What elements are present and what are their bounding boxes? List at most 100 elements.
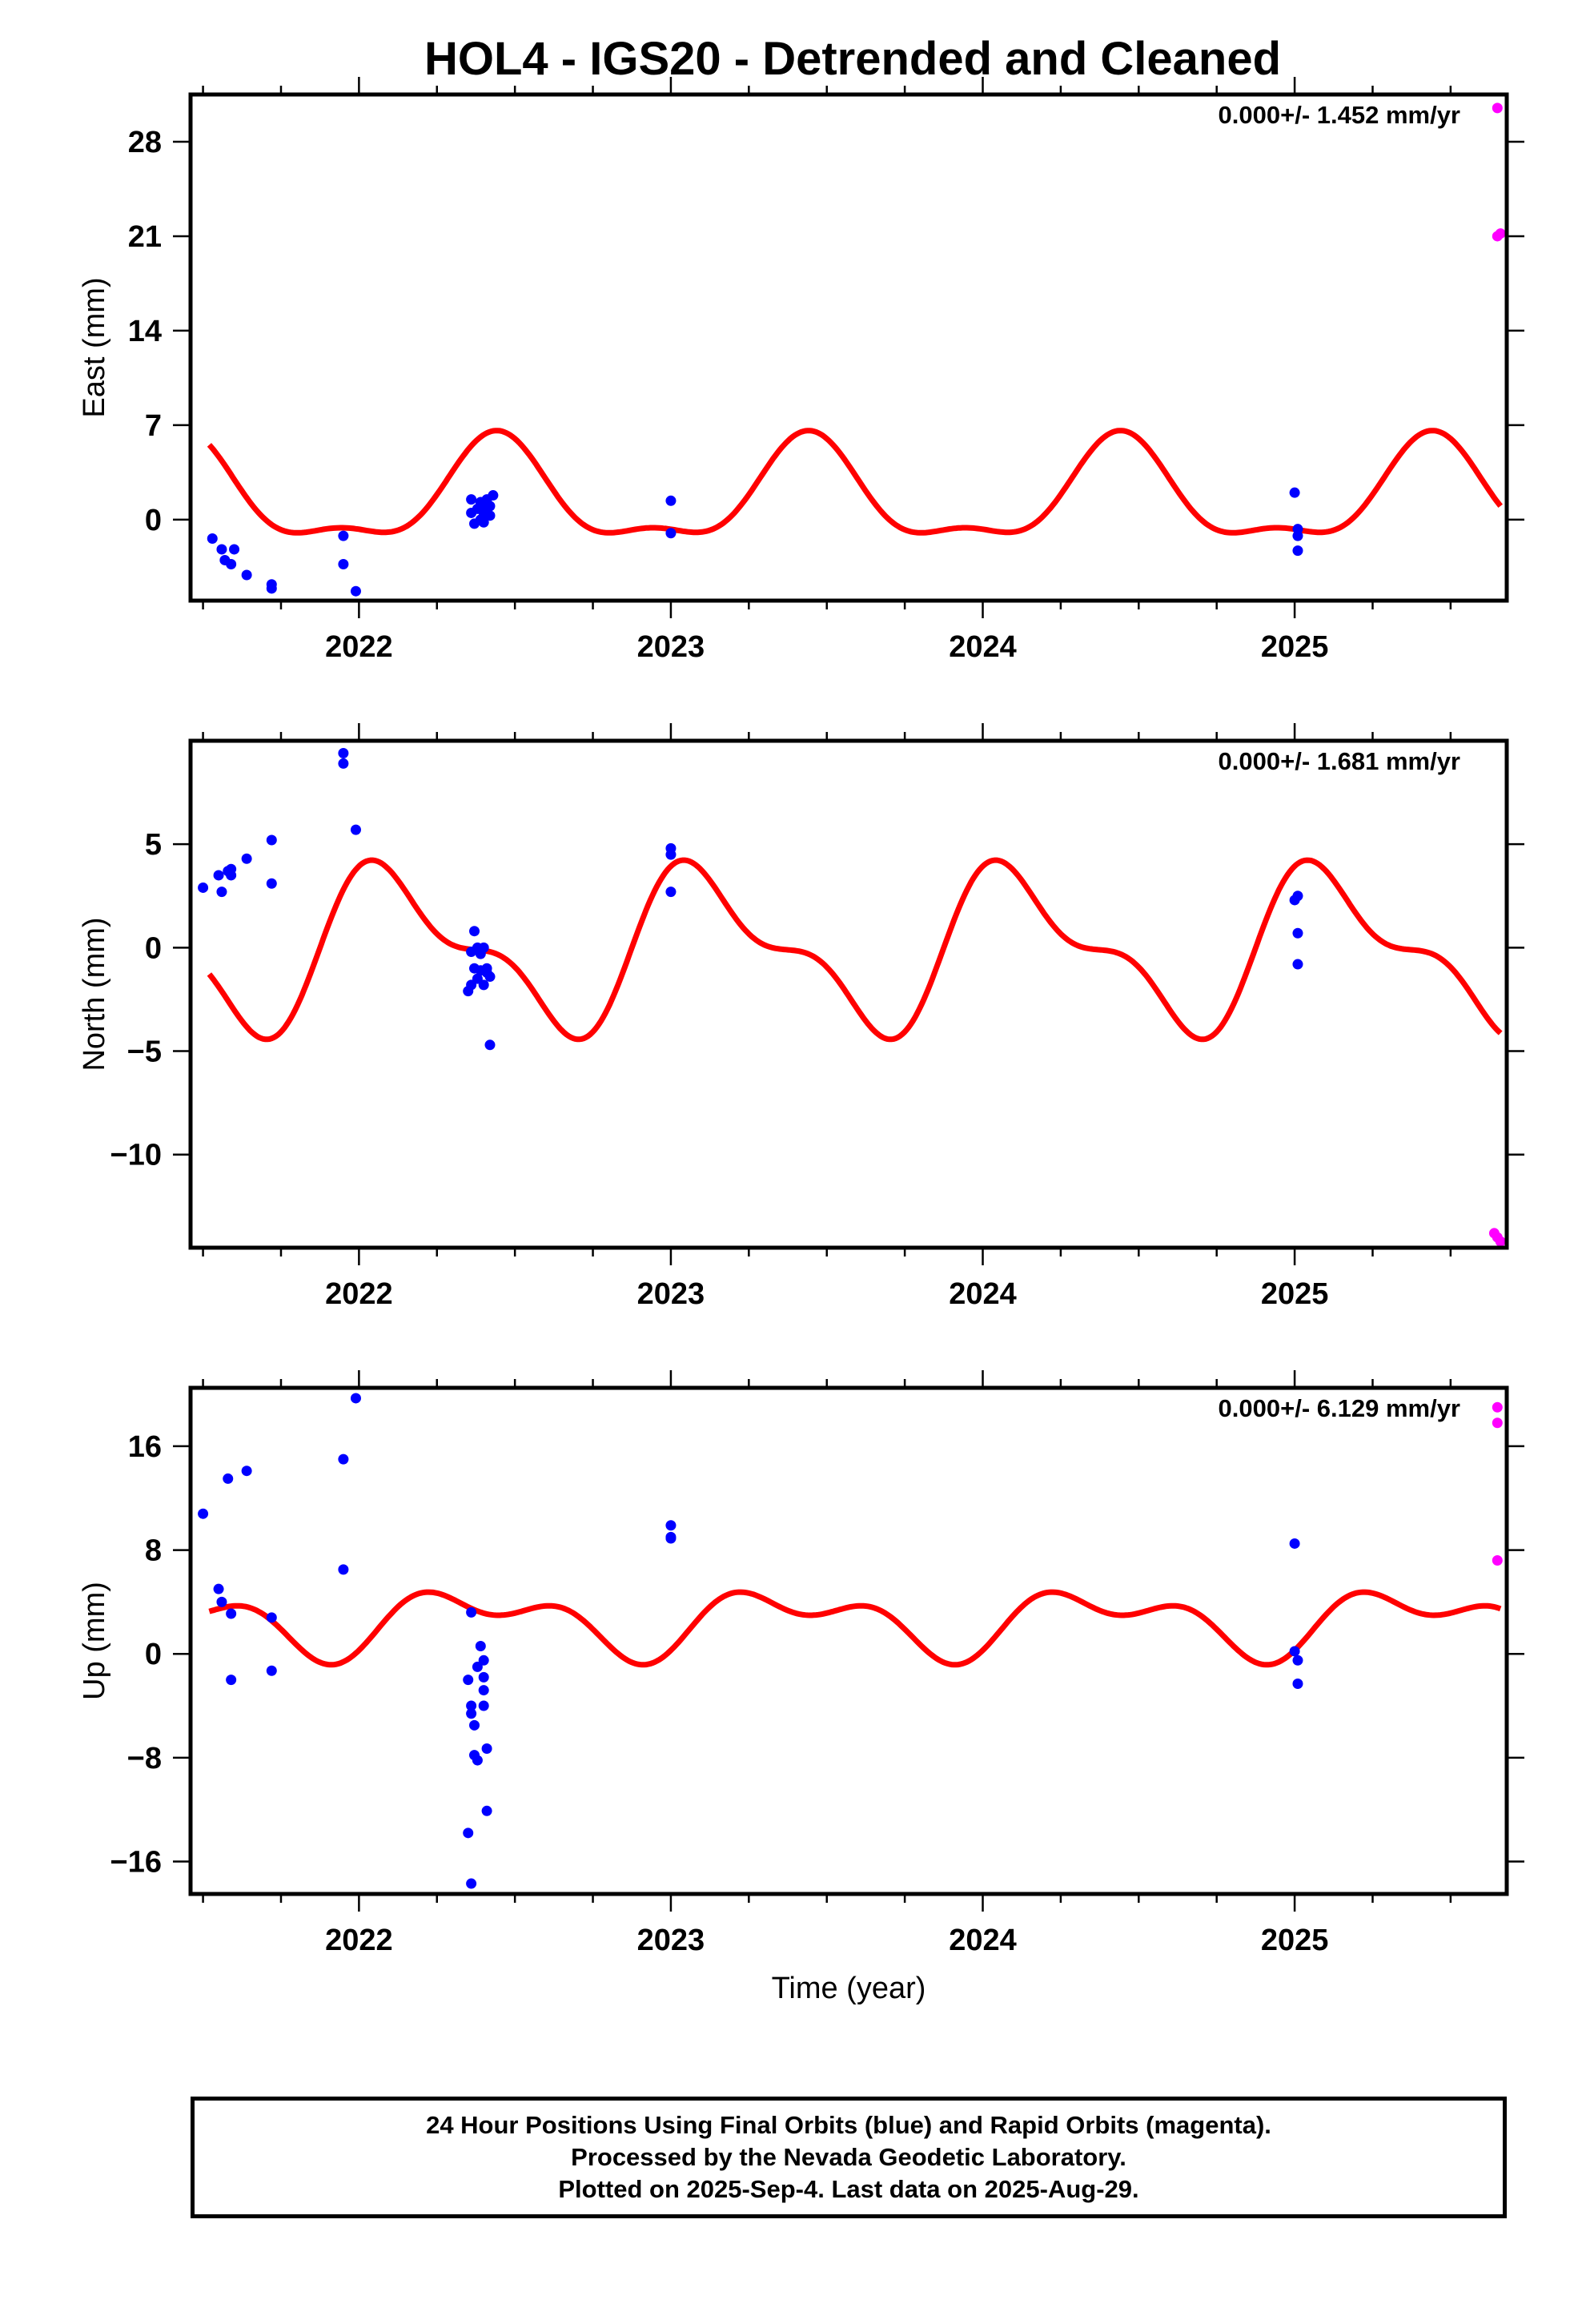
final-orbit-point <box>665 849 677 860</box>
final-orbit-point <box>266 1612 277 1623</box>
rapid-orbit-point <box>1492 1417 1503 1429</box>
x-tick-label: 2025 <box>1261 630 1329 664</box>
x-tick-label: 2025 <box>1261 1277 1329 1311</box>
final-orbit-point <box>226 1608 237 1619</box>
final-orbit-point <box>198 1508 209 1519</box>
final-orbit-point <box>472 1755 483 1766</box>
y-axis-label: East (mm) <box>78 277 111 417</box>
final-orbit-point <box>198 882 209 893</box>
final-orbit-point <box>338 530 349 541</box>
final-orbit-point <box>223 1473 234 1484</box>
final-orbit-point <box>216 887 227 898</box>
final-orbit-point <box>1292 1678 1303 1689</box>
final-orbit-point <box>478 942 489 953</box>
rate-label: 0.000+/- 6.129 mm/yr <box>1219 1394 1460 1422</box>
final-orbit-point <box>478 1655 489 1666</box>
final-orbit-point <box>478 517 489 528</box>
final-orbit-point <box>266 834 277 846</box>
final-orbit-point <box>665 1520 677 1531</box>
final-orbit-point <box>665 528 677 539</box>
y-tick-label: 16 <box>128 1430 162 1464</box>
final-orbit-point <box>1289 1646 1300 1657</box>
final-orbit-point <box>338 748 349 759</box>
final-orbit-point <box>466 1878 477 1889</box>
footer-line-3: Plotted on 2025-Sep-4. Last data on 2025… <box>558 2175 1139 2203</box>
final-orbit-point <box>488 490 499 501</box>
rapid-orbit-point <box>1492 1401 1503 1413</box>
plot-frame <box>188 1385 1509 1896</box>
north-panel: 2022 2023 2024 2025 −10 −5 0 5 North (mm) 0.000+/… <box>78 723 1524 1311</box>
y-tick-label: 0 <box>145 931 162 965</box>
y-tick-label: −16 <box>110 1845 162 1879</box>
final-orbit-point <box>1289 487 1300 498</box>
chart-title: HOL4 - IGS20 - Detrended and Cleaned <box>424 33 1281 85</box>
plot-frame <box>188 92 1509 603</box>
final-orbit-point <box>266 583 277 594</box>
footer-line-2: Processed by the Nevada Geodetic Laborat… <box>571 2143 1126 2171</box>
final-orbit-point <box>241 569 252 581</box>
final-orbit-point <box>350 1393 361 1404</box>
final-orbit-point <box>466 1606 477 1618</box>
y-tick-label: 8 <box>145 1534 162 1568</box>
final-orbit-point <box>469 1719 480 1731</box>
final-orbit-point <box>478 1671 489 1683</box>
y-tick-label: 5 <box>145 828 162 862</box>
rapid-orbit-point <box>1495 228 1506 239</box>
x-axis-label: Time (year) <box>772 1972 926 2005</box>
rapid-orbit-point <box>1492 1555 1503 1566</box>
final-orbit-point <box>241 853 252 864</box>
y-tick-label: 0 <box>145 1638 162 1671</box>
final-orbit-point <box>469 926 480 937</box>
final-orbit-point <box>1292 959 1303 970</box>
final-orbit-point <box>350 824 361 835</box>
final-orbit-point <box>207 533 218 544</box>
final-orbit-point <box>665 495 677 506</box>
final-orbit-point <box>226 870 237 881</box>
final-orbit-point <box>1292 1655 1303 1666</box>
y-tick-label: −10 <box>110 1139 162 1172</box>
final-orbit-point <box>481 1743 492 1755</box>
final-orbit-point <box>229 544 240 555</box>
final-orbit-point <box>226 1675 237 1686</box>
up-panel: 2022 2023 2024 2025 −16 −8 0 8 16 Up (mm) Time (ye… <box>78 1370 1524 2005</box>
rate-label: 0.000+/- 1.452 mm/yr <box>1219 101 1460 129</box>
model-curve <box>208 1589 1502 1668</box>
final-orbit-point <box>338 758 349 769</box>
final-orbit-point <box>478 1685 489 1696</box>
y-axis-label: North (mm) <box>78 917 111 1071</box>
final-orbit-point <box>484 501 496 512</box>
final-orbit-point <box>266 878 277 889</box>
final-orbit-point <box>484 971 496 983</box>
final-orbit-point <box>226 558 237 569</box>
final-orbit-point <box>1292 545 1303 557</box>
y-tick-label: 0 <box>145 504 162 537</box>
final-orbit-point <box>338 558 349 569</box>
y-tick-label: −5 <box>127 1035 162 1069</box>
x-tick-label: 2023 <box>637 630 705 664</box>
final-orbit-point <box>241 1466 252 1477</box>
x-tick-label: 2022 <box>325 630 393 664</box>
final-orbit-point <box>478 979 489 991</box>
rapid-orbit-point <box>1492 103 1503 114</box>
final-orbit-point <box>665 887 677 898</box>
y-tick-label: 14 <box>128 315 162 348</box>
final-orbit-point <box>466 1700 477 1711</box>
final-orbit-point <box>338 1454 349 1465</box>
x-tick-label: 2025 <box>1261 1924 1329 1957</box>
model-curve <box>207 857 1503 1043</box>
x-tick-label: 2024 <box>949 630 1017 664</box>
final-orbit-point <box>478 1700 489 1711</box>
final-orbit-point <box>665 1533 677 1544</box>
y-tick-label: −8 <box>127 1742 162 1775</box>
x-tick-label: 2022 <box>325 1277 393 1311</box>
final-orbit-point <box>466 1708 477 1719</box>
y-tick-label: 21 <box>128 220 162 254</box>
final-orbit-point <box>213 1583 224 1594</box>
final-orbit-point <box>1289 1538 1300 1549</box>
final-orbit-point <box>484 510 496 521</box>
y-tick-label: 28 <box>128 126 162 159</box>
final-orbit-point <box>484 1039 496 1051</box>
final-orbit-point <box>1292 891 1303 902</box>
rapid-orbit-point <box>1495 1236 1506 1247</box>
